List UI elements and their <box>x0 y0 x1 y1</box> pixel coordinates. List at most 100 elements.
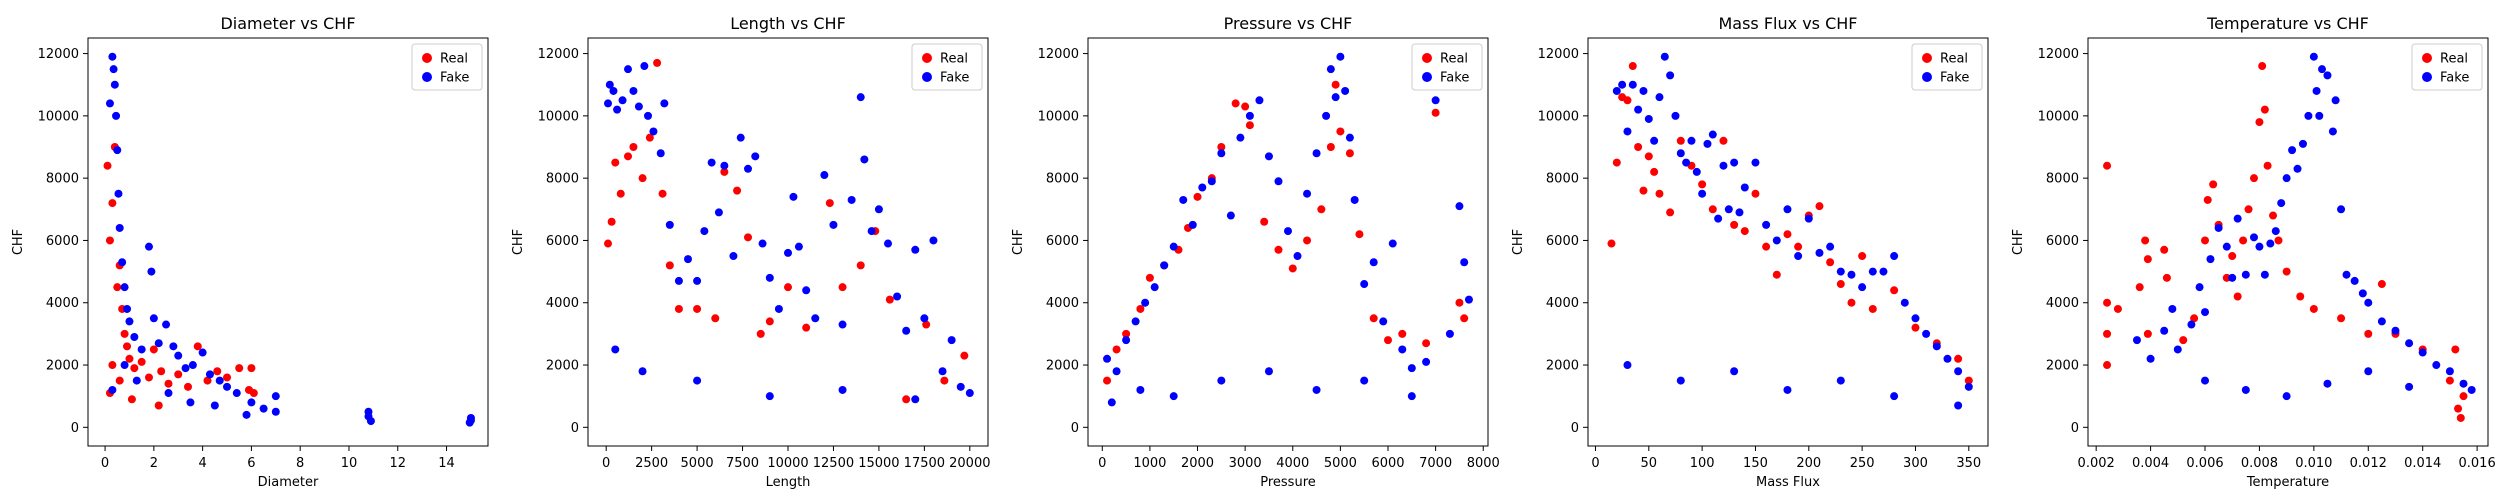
data-point-real <box>1858 252 1867 261</box>
data-point-real <box>2141 236 2150 245</box>
data-point-fake <box>629 86 638 95</box>
data-point-fake <box>2214 223 2223 232</box>
data-point-fake <box>1676 376 1685 385</box>
x-tick-label: 300 <box>1903 456 1928 471</box>
y-tick-label: 8000 <box>1046 172 1079 187</box>
x-tick-label: 5000 <box>681 456 714 471</box>
data-point-fake <box>1136 385 1145 394</box>
x-tick-label: 2000 <box>1181 456 1214 471</box>
y-axis-label: CHF <box>1011 229 1026 255</box>
legend: Real Fake <box>2411 43 2483 91</box>
legend-marker-real <box>422 53 432 63</box>
y-tick-label: 6000 <box>1546 234 1579 249</box>
data-point-real <box>1336 127 1345 136</box>
data-point-real <box>1751 189 1760 198</box>
chart-panel-5: 0.002 0.004 0.006 0.008 0.010 0.012 0.014 0.016… <box>2011 14 2496 490</box>
axes-frame <box>1587 37 1989 447</box>
data-point-real <box>2459 392 2468 401</box>
legend-marker-fake <box>2422 72 2432 82</box>
data-point-real <box>2103 298 2112 307</box>
data-point-real <box>123 342 132 351</box>
data-point-fake <box>105 99 114 108</box>
data-point-fake <box>2459 379 2468 388</box>
data-point-real <box>1772 270 1781 279</box>
y-tick-label: 6000 <box>46 234 79 249</box>
data-point-fake <box>1464 295 1473 304</box>
data-point-fake <box>1431 96 1440 105</box>
points-group <box>1103 52 1473 407</box>
data-point-fake <box>2288 146 2297 155</box>
legend: Real Fake <box>911 43 983 91</box>
y-tick-label: 6000 <box>2046 234 2079 249</box>
data-point-fake <box>609 86 618 95</box>
data-point-fake <box>1445 329 1454 338</box>
data-point-fake <box>1379 317 1388 326</box>
data-point-fake <box>1783 385 1792 394</box>
data-point-fake <box>114 189 123 198</box>
data-point-fake <box>700 227 709 236</box>
x-tick-label: 0.006 <box>2186 456 2223 471</box>
y-axis-label: CHF <box>2011 229 2026 255</box>
data-point-real <box>856 261 865 270</box>
x-tick-label: 5000 <box>1324 456 1357 471</box>
data-point-real <box>108 361 117 370</box>
data-point-fake <box>649 127 658 136</box>
y-tick-label: 12000 <box>2038 47 2079 62</box>
data-point-fake <box>466 416 475 425</box>
data-point-fake <box>1188 220 1197 229</box>
data-point-real <box>1122 329 1131 338</box>
data-point-fake <box>729 252 738 261</box>
data-point-fake <box>1687 136 1696 145</box>
data-point-real <box>756 329 765 338</box>
data-point-fake <box>162 320 171 329</box>
data-point-real <box>1676 136 1685 145</box>
x-tick-label: 12 <box>389 456 406 471</box>
data-point-real <box>203 376 212 385</box>
data-point-fake <box>847 195 856 204</box>
data-point-fake <box>1954 401 1963 410</box>
x-tick-label: 6000 <box>1371 456 1404 471</box>
data-point-fake <box>720 161 729 170</box>
data-point-real <box>611 158 620 167</box>
data-point-fake <box>2241 270 2250 279</box>
data-point-real <box>1231 99 1240 108</box>
data-point-fake <box>707 158 716 167</box>
data-point-fake <box>1628 80 1637 89</box>
data-point-real <box>1954 354 1963 363</box>
data-point-fake <box>2201 308 2210 317</box>
data-point-real <box>1911 323 1920 332</box>
y-tick-label: 12000 <box>1538 47 1579 62</box>
data-point-real <box>1628 62 1637 71</box>
data-point-fake <box>829 220 838 229</box>
data-point-real <box>1708 205 1717 214</box>
data-point-fake <box>169 342 178 351</box>
data-point-real <box>120 329 129 338</box>
data-point-real <box>154 401 163 410</box>
data-point-real <box>1455 298 1464 307</box>
data-point-fake <box>1331 93 1340 102</box>
data-point-real <box>1303 236 1312 245</box>
y-tick-label: 12000 <box>38 47 79 62</box>
data-point-real <box>1460 314 1469 323</box>
data-point-fake <box>1312 149 1321 158</box>
data-point-fake <box>1655 93 1664 102</box>
data-point-real <box>2103 161 2112 170</box>
data-point-fake <box>1460 258 1469 267</box>
data-point-fake <box>1692 167 1701 176</box>
data-point-fake <box>120 361 129 370</box>
x-tick-label: 4 <box>198 456 206 471</box>
y-tick-label: 6000 <box>1046 234 1079 249</box>
data-point-fake <box>2323 379 2332 388</box>
y-tick-label: 2000 <box>46 359 79 374</box>
data-point-fake <box>758 239 767 248</box>
data-point-fake <box>232 389 241 398</box>
data-point-fake <box>1422 357 1431 366</box>
axes-frame <box>2087 37 2489 447</box>
data-point-fake <box>215 376 224 385</box>
data-point-real <box>1245 121 1254 130</box>
series-real <box>604 58 969 404</box>
data-point-fake <box>714 208 723 217</box>
data-point-fake <box>112 111 121 120</box>
data-point-fake <box>1407 364 1416 373</box>
legend-marker-fake <box>922 72 932 82</box>
